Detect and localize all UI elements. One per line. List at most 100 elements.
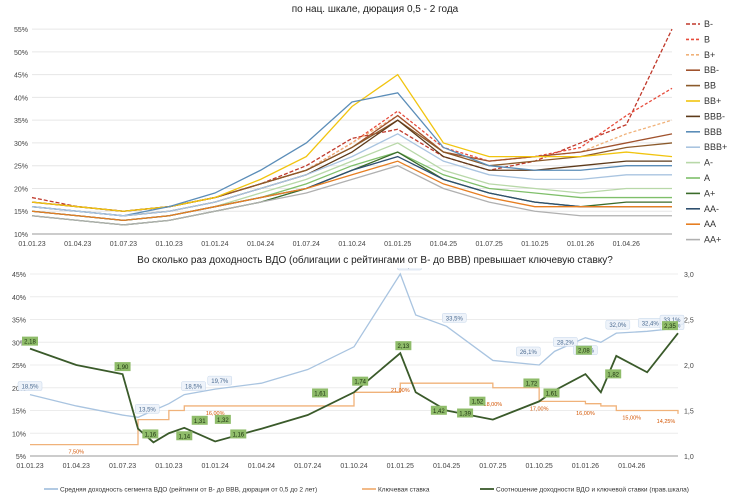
y-tick-label: 25%	[14, 164, 28, 171]
series-line-A	[31, 151, 672, 221]
key-rate-label: 16,00%	[576, 411, 595, 417]
ratio-label-box	[142, 429, 159, 439]
key-rate-label: 18,00%	[484, 402, 503, 408]
y-tick-label: 30%	[14, 141, 28, 148]
x-tick-label: 01.01.25	[384, 241, 411, 248]
y2-tick-label: 3,0	[684, 272, 694, 279]
yield-label: 13,5%	[139, 407, 157, 413]
y-tick-label: 10%	[12, 431, 26, 438]
ratio-label-box	[575, 345, 592, 355]
yield-label-box	[181, 381, 206, 391]
x-tick-label: 01.01.24	[201, 241, 228, 248]
key-rate-label: 14,25%	[657, 419, 676, 425]
yield-label-box	[442, 313, 467, 323]
legend-label: AA-	[704, 204, 719, 214]
yield-label-box	[516, 346, 541, 357]
y-tick-label: 15%	[12, 409, 26, 416]
chart1-subtitle: по нац. шкале, дюрация 0,5 - 2 года	[291, 4, 459, 15]
key-rate-label: 7,50%	[68, 450, 84, 456]
series-line-AA+	[31, 165, 672, 226]
legend-label: B+	[704, 50, 715, 60]
legend-label: Соотношение доходности ВДО и ключевой ст…	[496, 486, 689, 494]
ratio-label-box	[457, 408, 474, 418]
ratio-label-box	[469, 396, 486, 406]
ratio-label-box	[176, 431, 193, 441]
x-tick-label: 01.10.23	[155, 463, 182, 470]
series-line-BBB	[31, 92, 672, 217]
yield-label-box	[207, 375, 233, 386]
ratio-label: 1,16	[144, 432, 156, 438]
yield-label: 19,7%	[211, 379, 229, 385]
y-tick-label: 35%	[14, 118, 28, 125]
x-tick-label: 01.10.24	[340, 463, 367, 470]
ratio-label-box	[523, 378, 540, 388]
x-tick-label: 01.07.23	[110, 241, 137, 248]
legend-label: B-	[704, 19, 713, 29]
yield-label-box	[553, 337, 578, 347]
ratio-label-box	[543, 388, 560, 398]
legend-label: AA+	[704, 235, 721, 245]
y-tick-label: 20%	[14, 186, 28, 193]
x-tick-label: 01.01.25	[387, 463, 414, 470]
yield-label: 18,5%	[185, 385, 203, 391]
ratio-label-box	[230, 429, 247, 439]
legend-label: B	[704, 34, 710, 44]
yield-label-box	[135, 404, 160, 414]
ratio-label-box	[605, 369, 622, 379]
yield-label: 33,1%	[663, 318, 681, 324]
yield-label: 26,1%	[520, 350, 538, 356]
chart2-title: Во сколько раз доходность ВДО (облигации…	[137, 255, 613, 266]
ratio-label: 2,18	[24, 340, 36, 346]
key-rate-label: 21,00%	[391, 388, 410, 394]
y-tick-label: 10%	[14, 232, 28, 239]
x-tick-label: 01.01.23	[18, 241, 45, 248]
ratio-label: 1,72	[526, 381, 538, 387]
series-line-AA	[31, 160, 672, 221]
yield-label: 33,5%	[446, 316, 464, 322]
legend-label: BBB+	[704, 142, 727, 152]
yield-label: 32,4%	[642, 321, 660, 327]
yield-label: 18,5%	[21, 385, 39, 391]
yield-label-box	[397, 268, 422, 271]
ratio-label: 1,39	[459, 412, 471, 418]
legend-label: BBB	[704, 127, 722, 137]
ratio-label: 1,90	[117, 365, 129, 371]
legend-label: BB-	[704, 65, 719, 75]
x-tick-label: 01.01.24	[202, 463, 229, 470]
series-line	[30, 382, 679, 446]
x-tick-label: 01.04.24	[247, 241, 274, 248]
x-tick-label: 01.07.23	[109, 463, 136, 470]
ratio-label: 1,14	[178, 434, 190, 440]
y-tick-label: 30%	[12, 340, 26, 347]
x-tick-label: 01.04.23	[63, 463, 90, 470]
key-rate-label: 16,00%	[206, 411, 225, 417]
ratio-label-box	[22, 336, 38, 346]
x-tick-label: 01.04.24	[248, 463, 275, 470]
y-tick-label: 25%	[12, 363, 26, 370]
legend-label: A+	[704, 188, 715, 198]
y2-tick-label: 2,5	[684, 318, 694, 325]
y2-tick-label: 2,0	[684, 363, 694, 370]
legend-label: BB+	[704, 96, 721, 106]
y2-tick-label: 1,0	[684, 454, 694, 461]
ratio-label-box	[662, 321, 678, 331]
ratio-label-box	[312, 388, 329, 398]
y-tick-label: 55%	[14, 27, 28, 34]
key-rate-label: 17,00%	[530, 406, 549, 412]
y-tick-label: 50%	[14, 50, 28, 57]
ratio-label-box	[214, 414, 231, 424]
x-tick-label: 01.07.25	[476, 241, 503, 248]
x-tick-label: 01.04.26	[618, 463, 645, 470]
x-tick-label: 01.01.23	[16, 463, 43, 470]
ratio-label: 1,16	[232, 432, 244, 438]
ratio-label-box	[352, 376, 369, 386]
legend-label: A	[704, 173, 710, 183]
ratio-label-box	[114, 362, 131, 372]
y-tick-label: 40%	[12, 295, 26, 302]
x-tick-label: 01.07.25	[479, 463, 506, 470]
yield-label: 45,0%	[401, 268, 419, 270]
x-tick-label: 01.01.26	[567, 241, 594, 248]
y-tick-label: 40%	[14, 95, 28, 102]
legend-label: Ключевая ставка	[378, 487, 430, 494]
